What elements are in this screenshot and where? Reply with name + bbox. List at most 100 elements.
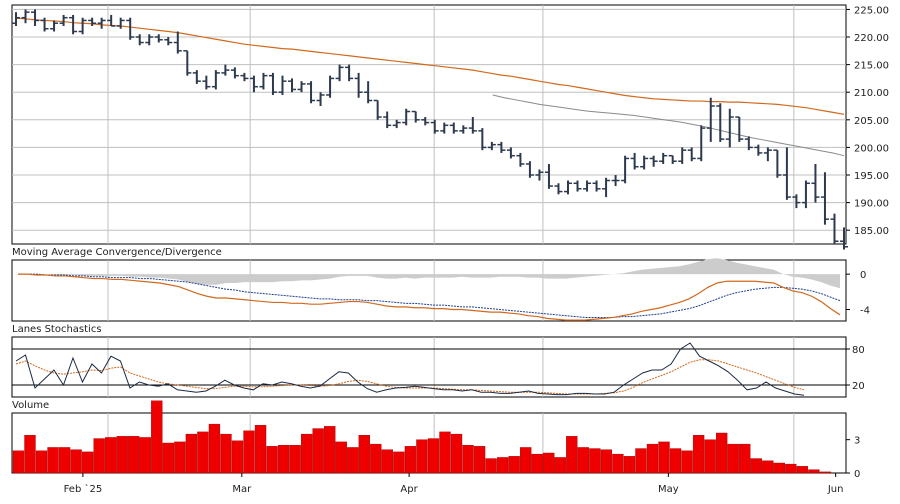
volume-bar <box>566 436 578 474</box>
volume-bar <box>35 450 48 474</box>
volume-bar <box>300 433 313 474</box>
volume-bar <box>12 450 25 474</box>
volume-bar <box>116 436 128 474</box>
volume-bar <box>554 457 566 474</box>
macd-layer <box>18 258 841 321</box>
volume-bar <box>220 433 232 474</box>
volume-bar <box>58 447 71 474</box>
volume-bar <box>531 453 543 474</box>
price-y-tick-label: 225.00 <box>854 5 889 16</box>
volume-bar <box>266 446 278 474</box>
macd-signal-line <box>18 273 841 318</box>
price-moving-average-short <box>492 94 845 157</box>
volume-bar <box>208 423 221 474</box>
volume-bar <box>669 448 682 474</box>
volume-bar <box>450 433 463 474</box>
volume-bar <box>324 426 336 474</box>
volume-bar <box>416 439 428 474</box>
volume-bar <box>93 438 105 474</box>
ma-short-line <box>492 94 845 157</box>
volume-bar <box>185 433 198 474</box>
volume-bar <box>24 435 36 474</box>
macd-line <box>18 273 841 321</box>
volume-bar <box>681 450 693 474</box>
stoch-panel-frame <box>11 336 847 398</box>
axis-labels: 225.00 220.00 215.00 210.00 205.00 200.00 195.… <box>64 5 889 495</box>
volume-bar <box>358 435 370 474</box>
panel-frames <box>11 4 847 474</box>
volume-bar <box>658 441 670 474</box>
volume-bar <box>139 437 151 474</box>
price-y-tick-label: 200.00 <box>854 143 889 154</box>
ma-long-line <box>15 17 845 115</box>
price-ohlc-bars <box>12 9 848 250</box>
volume-bar <box>162 442 174 474</box>
macd-y-tick-label: -4 <box>860 306 870 317</box>
volume-bar <box>727 443 739 474</box>
volume-bar <box>762 460 774 474</box>
volume-bar <box>473 446 486 474</box>
macd-histogram <box>18 258 840 289</box>
volume-layer <box>12 400 832 474</box>
volume-bar <box>692 435 705 474</box>
volume-y-tick-label: 0 <box>854 469 860 480</box>
volume-bar <box>231 440 244 474</box>
x-tick-label: Mar <box>232 484 252 495</box>
x-tick-label: May <box>658 484 679 495</box>
price-panel-frame <box>11 4 847 245</box>
volume-bar <box>277 445 290 474</box>
stochastics-y-tick-label: 80 <box>852 345 865 356</box>
volume-y-tick-label: 3 <box>854 436 860 447</box>
price-y-tick-label: 205.00 <box>854 116 889 127</box>
stochastics-y-tick-label: 20 <box>852 381 865 392</box>
volume-bar <box>427 438 440 474</box>
volume-bar <box>254 425 267 474</box>
volume-bar <box>600 449 613 474</box>
price-y-tick-label: 195.00 <box>854 171 889 182</box>
stochastics-panel-title: Lanes Stochastics <box>12 324 102 335</box>
macd-panel-title: Moving Average Convergence/Divergence <box>12 247 222 258</box>
volume-bar <box>612 453 624 474</box>
volume-bar <box>105 437 117 474</box>
volume-bar <box>635 448 647 474</box>
volume-bar <box>796 466 809 474</box>
x-tick-label: Apr <box>400 484 418 495</box>
volume-bar <box>393 451 405 474</box>
volume-bar <box>819 471 832 474</box>
volume-panel-title: Volume <box>12 400 49 411</box>
x-tick-label: Feb `25 <box>64 483 103 495</box>
price-y-tick-label: 210.00 <box>854 88 889 99</box>
stochastics-d-line <box>15 359 805 395</box>
volume-bar <box>81 451 94 474</box>
price-y-tick-label: 190.00 <box>854 199 889 210</box>
volume-bar <box>128 436 140 474</box>
volume-bar <box>589 448 601 474</box>
volume-bar <box>508 456 520 474</box>
volume-bar <box>646 443 659 474</box>
volume-bar <box>243 430 255 474</box>
volume-bar <box>70 449 82 474</box>
volume-bar <box>47 447 59 474</box>
volume-bar <box>485 458 497 474</box>
price-grid <box>12 8 846 231</box>
volume-bar <box>174 441 186 474</box>
x-tick-label: Jun <box>827 484 844 495</box>
volume-bar <box>785 463 797 474</box>
volume-bar <box>404 446 417 474</box>
price-moving-average-long <box>15 17 845 115</box>
volume-bar <box>739 443 751 474</box>
volume-bar <box>289 445 301 474</box>
volume-bar <box>197 431 209 474</box>
volume-bar <box>773 462 785 474</box>
price-y-tick-label: 185.00 <box>854 226 889 237</box>
volume-bar <box>370 443 382 474</box>
volume-bar <box>347 447 359 474</box>
volume-bar <box>750 458 762 474</box>
volume-bar <box>335 441 347 474</box>
volume-bar <box>704 439 716 474</box>
volume-bar <box>577 447 589 474</box>
volume-bar <box>808 469 820 474</box>
volume-bar <box>151 400 163 474</box>
